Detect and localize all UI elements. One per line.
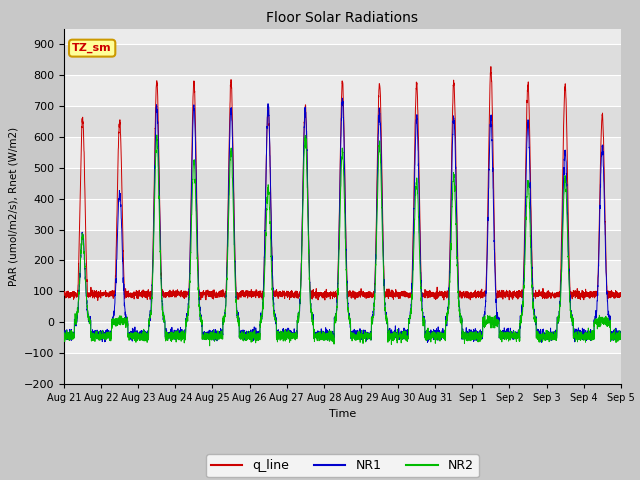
Bar — [64, 44, 621, 75]
Bar — [64, 353, 621, 384]
NR1 — [60, 332, 68, 337]
Bar — [64, 199, 621, 229]
q_line — [487, 64, 495, 70]
NR2 — [617, 336, 625, 342]
Bar — [64, 261, 621, 291]
q_line — [499, 296, 507, 302]
NR2 — [60, 329, 68, 335]
Legend: q_line, NR1, NR2: q_line, NR1, NR2 — [206, 454, 479, 477]
Bar — [64, 291, 621, 322]
NR2 — [436, 336, 444, 342]
q_line — [94, 298, 102, 303]
NR2 — [322, 334, 330, 339]
q_line — [467, 291, 475, 297]
NR1 — [339, 95, 346, 101]
q_line — [160, 292, 168, 298]
X-axis label: Time: Time — [329, 408, 356, 419]
Bar — [64, 168, 621, 199]
NR1 — [467, 332, 475, 338]
Text: TZ_sm: TZ_sm — [72, 43, 112, 53]
Bar — [64, 106, 621, 137]
Bar — [64, 75, 621, 106]
NR2 — [160, 316, 168, 322]
NR1 — [322, 334, 330, 339]
NR1 — [436, 333, 444, 338]
Line: q_line: q_line — [64, 67, 621, 300]
NR2 — [153, 132, 161, 138]
NR1 — [424, 340, 431, 346]
NR2 — [206, 343, 214, 348]
NR1 — [160, 314, 168, 320]
q_line — [617, 292, 625, 298]
Title: Floor Solar Radiations: Floor Solar Radiations — [266, 11, 419, 25]
q_line — [616, 290, 624, 296]
Y-axis label: PAR (umol/m2/s), Rnet (W/m2): PAR (umol/m2/s), Rnet (W/m2) — [8, 127, 18, 286]
NR1 — [616, 335, 624, 340]
NR2 — [467, 333, 475, 339]
q_line — [436, 293, 444, 299]
NR2 — [616, 336, 624, 341]
NR1 — [617, 333, 625, 339]
Bar — [64, 322, 621, 353]
NR2 — [499, 333, 507, 338]
NR1 — [499, 335, 507, 341]
q_line — [322, 290, 330, 296]
Bar — [64, 137, 621, 168]
Line: NR2: NR2 — [64, 135, 621, 346]
Bar — [64, 229, 621, 261]
Line: NR1: NR1 — [64, 98, 621, 343]
q_line — [60, 290, 68, 296]
